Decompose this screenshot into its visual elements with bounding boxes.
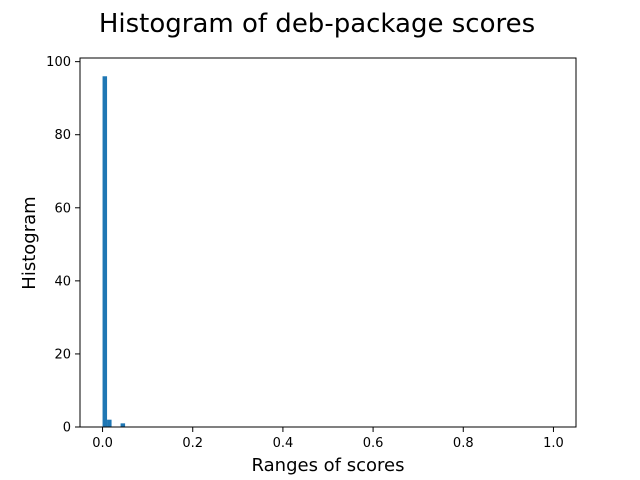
histogram-bar	[107, 419, 112, 427]
x-tick-label: 1.0	[543, 436, 564, 451]
histogram-bar	[120, 423, 126, 427]
histogram-bar	[102, 76, 108, 428]
x-tick-label: 0.0	[92, 436, 113, 451]
bars-layer	[102, 76, 126, 428]
y-axis-label: Histogram	[19, 196, 40, 289]
x-tick-label: 0.4	[273, 436, 294, 451]
x-tick-label: 0.6	[363, 436, 384, 451]
x-tick-label: 0.2	[182, 436, 203, 451]
plot-frame	[79, 57, 577, 428]
y-tick-label: 40	[54, 274, 71, 289]
y-tick-label: 20	[54, 347, 71, 362]
chart-title: Histogram of deb-package scores	[99, 9, 535, 39]
x-tick-label: 0.8	[453, 436, 474, 451]
x-axis-ticks: 0.0 0.2 0.4 0.6 0.8 1.0	[92, 427, 564, 451]
x-axis-label: Ranges of scores	[252, 455, 405, 476]
y-tick-label: 100	[46, 55, 71, 70]
y-tick-label: 80	[54, 128, 71, 143]
y-axis-ticks: 0 20 40 60 80 100	[46, 55, 80, 436]
y-tick-label: 0	[63, 421, 71, 436]
y-tick-label: 60	[54, 201, 71, 216]
